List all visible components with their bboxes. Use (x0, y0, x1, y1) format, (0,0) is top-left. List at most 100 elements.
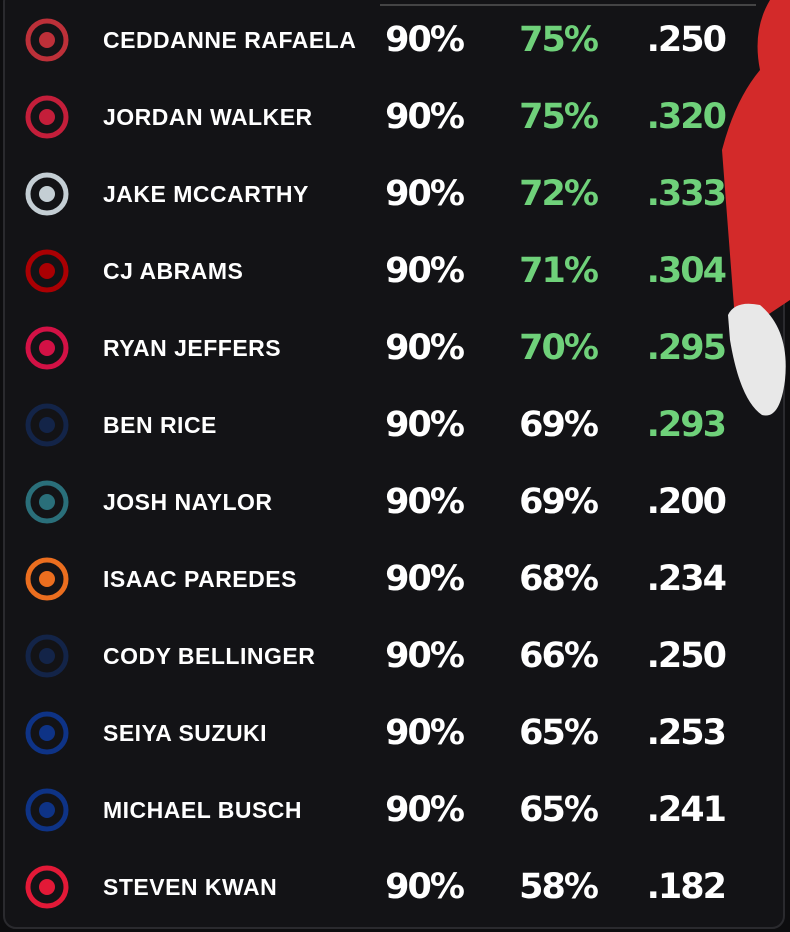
table-row: SEIYA SUZUKI 90% 65% .253 (25, 711, 727, 755)
stat-value: 75% (519, 97, 598, 137)
player-name: MICHAEL BUSCH (103, 797, 302, 823)
logo-mark (25, 172, 69, 216)
team-logo (25, 18, 69, 62)
logo-mark (25, 403, 69, 447)
stat-value: .182 (647, 867, 725, 907)
stat-value: .200 (647, 482, 726, 522)
stat-value: .295 (647, 328, 725, 368)
stat-value: .253 (647, 713, 725, 753)
table-row: JAKE MCCARTHY 90% 72% .333 (25, 172, 727, 216)
logo-mark (25, 557, 69, 601)
team-logo (25, 711, 69, 755)
player-photo (722, 0, 790, 416)
logo-mark (25, 18, 69, 62)
player-name: RYAN JEFFERS (103, 335, 281, 361)
team-logo (25, 788, 69, 832)
stat-value: 90% (385, 482, 464, 522)
player-name: CODY BELLINGER (103, 643, 315, 669)
logo-mark (25, 480, 69, 524)
table-row: CJ ABRAMS 90% 71% .304 (25, 249, 728, 293)
stat-value: 72% (519, 174, 598, 214)
player-name: JAKE MCCARTHY (103, 181, 309, 207)
table-rows: CEDDANNE RAFAELA 90% 75% .250 JORDAN WALKER 9… (25, 18, 728, 909)
stat-value: 70% (519, 328, 598, 368)
team-logo (25, 95, 69, 139)
stat-value: .250 (647, 636, 726, 676)
team-logo (25, 172, 69, 216)
table-row: JORDAN WALKER 90% 75% .320 (25, 95, 728, 139)
team-logo (25, 634, 69, 678)
logo-center (39, 263, 55, 279)
team-logo (25, 403, 69, 447)
logo-mark (25, 634, 69, 678)
logo-mark (25, 865, 69, 909)
stat-value: .293 (647, 405, 725, 445)
table-row: ISAAC PAREDES 90% 68% .234 (25, 557, 728, 601)
player-name: CEDDANNE RAFAELA (103, 27, 356, 53)
stat-value: 58% (519, 867, 598, 907)
table-row: BEN RICE 90% 69% .293 (25, 403, 727, 447)
stat-value: 75% (519, 20, 598, 60)
logo-center (39, 32, 55, 48)
player-name: STEVEN KWAN (103, 874, 277, 900)
stat-value: 68% (519, 559, 598, 599)
stat-value: 90% (385, 559, 464, 599)
stat-value: .250 (647, 20, 726, 60)
stat-value: 90% (385, 713, 464, 753)
team-logo (25, 326, 69, 370)
table-row: CODY BELLINGER 90% 66% .250 (25, 634, 728, 678)
stat-value: 65% (519, 713, 598, 753)
logo-center (39, 109, 55, 125)
stat-value: 69% (519, 482, 598, 522)
table-row: STEVEN KWAN 90% 58% .182 (25, 865, 727, 909)
logo-mark (25, 326, 69, 370)
player-jersey (722, 0, 790, 320)
stat-value: 90% (385, 405, 464, 445)
stat-value: .234 (647, 559, 726, 599)
logo-mark (25, 788, 69, 832)
card-panel (3, 0, 785, 929)
table-row: MICHAEL BUSCH 90% 65% .241 (25, 788, 727, 832)
logo-mark (25, 711, 69, 755)
logo-mark (25, 249, 69, 293)
team-logo (25, 249, 69, 293)
player-name: CJ ABRAMS (103, 258, 243, 284)
stat-value: 90% (385, 636, 464, 676)
team-logo (25, 480, 69, 524)
logo-center (39, 186, 55, 202)
stat-value: 90% (385, 174, 464, 214)
stat-value: .320 (647, 97, 726, 137)
logo-center (39, 340, 55, 356)
logo-center (39, 648, 55, 664)
stat-value: 90% (385, 251, 464, 291)
stat-value: 90% (385, 867, 464, 907)
stat-value: 90% (385, 328, 464, 368)
logo-center (39, 802, 55, 818)
logo-center (39, 494, 55, 510)
stat-value: .333 (647, 174, 725, 214)
stat-value: .241 (647, 790, 725, 830)
player-name: ISAAC PAREDES (103, 566, 297, 592)
table-row: RYAN JEFFERS 90% 70% .295 (25, 326, 727, 370)
stat-value: 90% (385, 97, 464, 137)
player-glove (728, 303, 786, 416)
player-name: BEN RICE (103, 412, 217, 438)
stat-value: 90% (385, 790, 464, 830)
team-logo (25, 557, 69, 601)
team-logo (25, 865, 69, 909)
stat-value: 65% (519, 790, 598, 830)
table-row: CEDDANNE RAFAELA 90% 75% .250 (25, 18, 728, 62)
stat-value: 71% (519, 251, 598, 291)
logo-center (39, 571, 55, 587)
player-name: SEIYA SUZUKI (103, 720, 267, 746)
stat-value: 66% (519, 636, 598, 676)
stat-value: 69% (519, 405, 598, 445)
player-name: JORDAN WALKER (103, 104, 313, 130)
table-row: JOSH NAYLOR 90% 69% .200 (25, 480, 728, 524)
player-name: JOSH NAYLOR (103, 489, 273, 515)
stat-value: 90% (385, 20, 464, 60)
logo-center (39, 725, 55, 741)
logo-mark (25, 95, 69, 139)
logo-center (39, 879, 55, 895)
